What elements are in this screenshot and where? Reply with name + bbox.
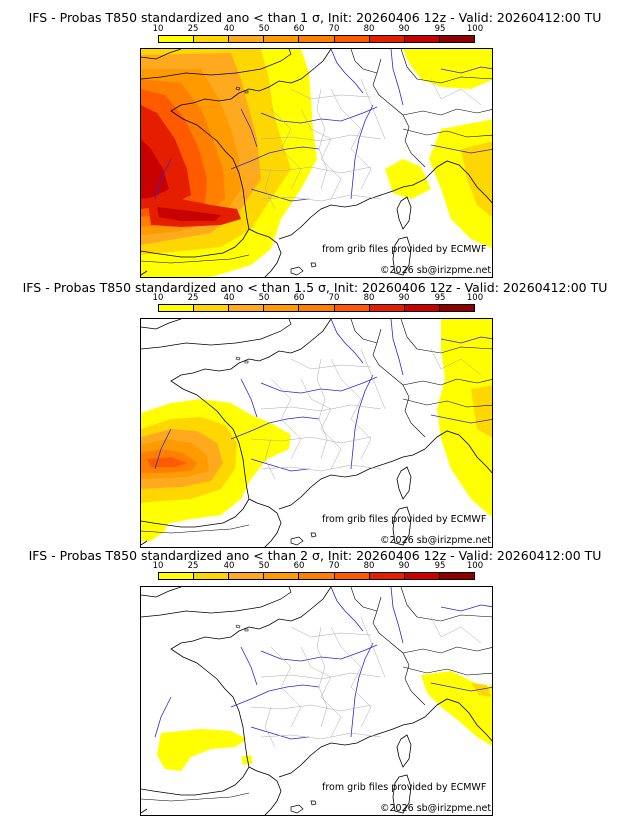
panel-3-credit-source: from grib files provided by ECMWF [322,782,487,793]
cb-swatch [159,36,195,42]
cb-swatch [439,36,474,42]
panel-3: IFS - Probas T850 standardized ano < tha… [0,548,630,828]
colorbar-2-labels: 10 25 40 50 60 70 80 90 95 100 [0,293,630,303]
colorbar-1 [158,35,475,43]
cb-swatch [404,305,440,311]
cb-swatch [334,36,370,42]
cb-swatch [334,573,370,579]
cb-label: 25 [187,293,199,303]
cb-label: 10 [152,24,164,34]
map-1-svg [141,49,492,277]
panel-2-credit-source: from grib files provided by ECMWF [322,514,487,525]
cb-label: 25 [187,561,199,571]
cb-swatch [299,305,335,311]
cb-label: 80 [363,293,375,303]
cb-swatch [229,573,265,579]
cb-label: 50 [258,24,270,34]
colorbar-2 [158,304,475,312]
cb-label: 40 [223,24,235,34]
cb-label: 10 [152,561,164,571]
cb-label: 70 [328,24,340,34]
map-2 [140,318,493,548]
cb-swatch [264,573,300,579]
cb-label: 95 [434,561,446,571]
panel-2-title: IFS - Probas T850 standardized ano < tha… [22,280,608,295]
panel-1-title: IFS - Probas T850 standardized ano < tha… [28,10,602,25]
panel-1-credit-copyright: ©2026 sb@irizpme.net [380,265,492,276]
cb-swatch [369,573,405,579]
cb-swatch [439,305,474,311]
cb-label: 100 [466,293,484,303]
cb-label: 40 [223,293,235,303]
cb-label: 10 [152,293,164,303]
cb-label: 60 [293,293,305,303]
cb-label: 80 [363,561,375,571]
panel-1: IFS - Probas T850 standardized ano < tha… [0,0,630,278]
cb-label: 70 [328,561,340,571]
cb-label: 90 [398,293,410,303]
map-2-svg [141,319,492,547]
cb-swatch [369,305,405,311]
cb-label: 100 [466,24,484,34]
cb-swatch [404,573,440,579]
cb-label: 40 [223,561,235,571]
cb-label: 95 [434,24,446,34]
cb-swatch [229,305,265,311]
cb-label: 70 [328,293,340,303]
cb-label: 50 [258,561,270,571]
cb-swatch [404,36,440,42]
cb-swatch [299,573,335,579]
panel-1-credit-source: from grib files provided by ECMWF [322,244,487,255]
cb-label: 90 [398,24,410,34]
cb-swatch [334,305,370,311]
cb-swatch [229,36,265,42]
panel-2: IFS - Probas T850 standardized ano < tha… [0,276,630,552]
map-3-svg [141,587,492,815]
cb-label: 90 [398,561,410,571]
cb-swatch [369,36,405,42]
cb-label: 25 [187,24,199,34]
cb-swatch [439,573,474,579]
cb-swatch [264,36,300,42]
colorbar-3-labels: 10 25 40 50 60 70 80 90 95 100 [0,561,630,571]
cb-swatch [299,36,335,42]
cb-label: 100 [466,561,484,571]
map-1 [140,48,493,278]
cb-swatch [194,573,230,579]
colorbar-1-labels: 10 25 40 50 60 70 80 90 95 100 [0,24,630,34]
cb-label: 95 [434,293,446,303]
cb-swatch [159,573,195,579]
cb-swatch [264,305,300,311]
panel-3-title: IFS - Probas T850 standardized ano < tha… [28,548,602,563]
cb-swatch [159,305,195,311]
panel-3-credit-copyright: ©2026 sb@irizpme.net [380,803,492,814]
cb-swatch [194,36,230,42]
cb-label: 60 [293,561,305,571]
cb-label: 60 [293,24,305,34]
panel-2-credit-copyright: ©2026 sb@irizpme.net [380,535,492,546]
cb-label: 80 [363,24,375,34]
cb-swatch [194,305,230,311]
cb-label: 50 [258,293,270,303]
colorbar-3 [158,572,475,580]
map-3 [140,586,493,816]
